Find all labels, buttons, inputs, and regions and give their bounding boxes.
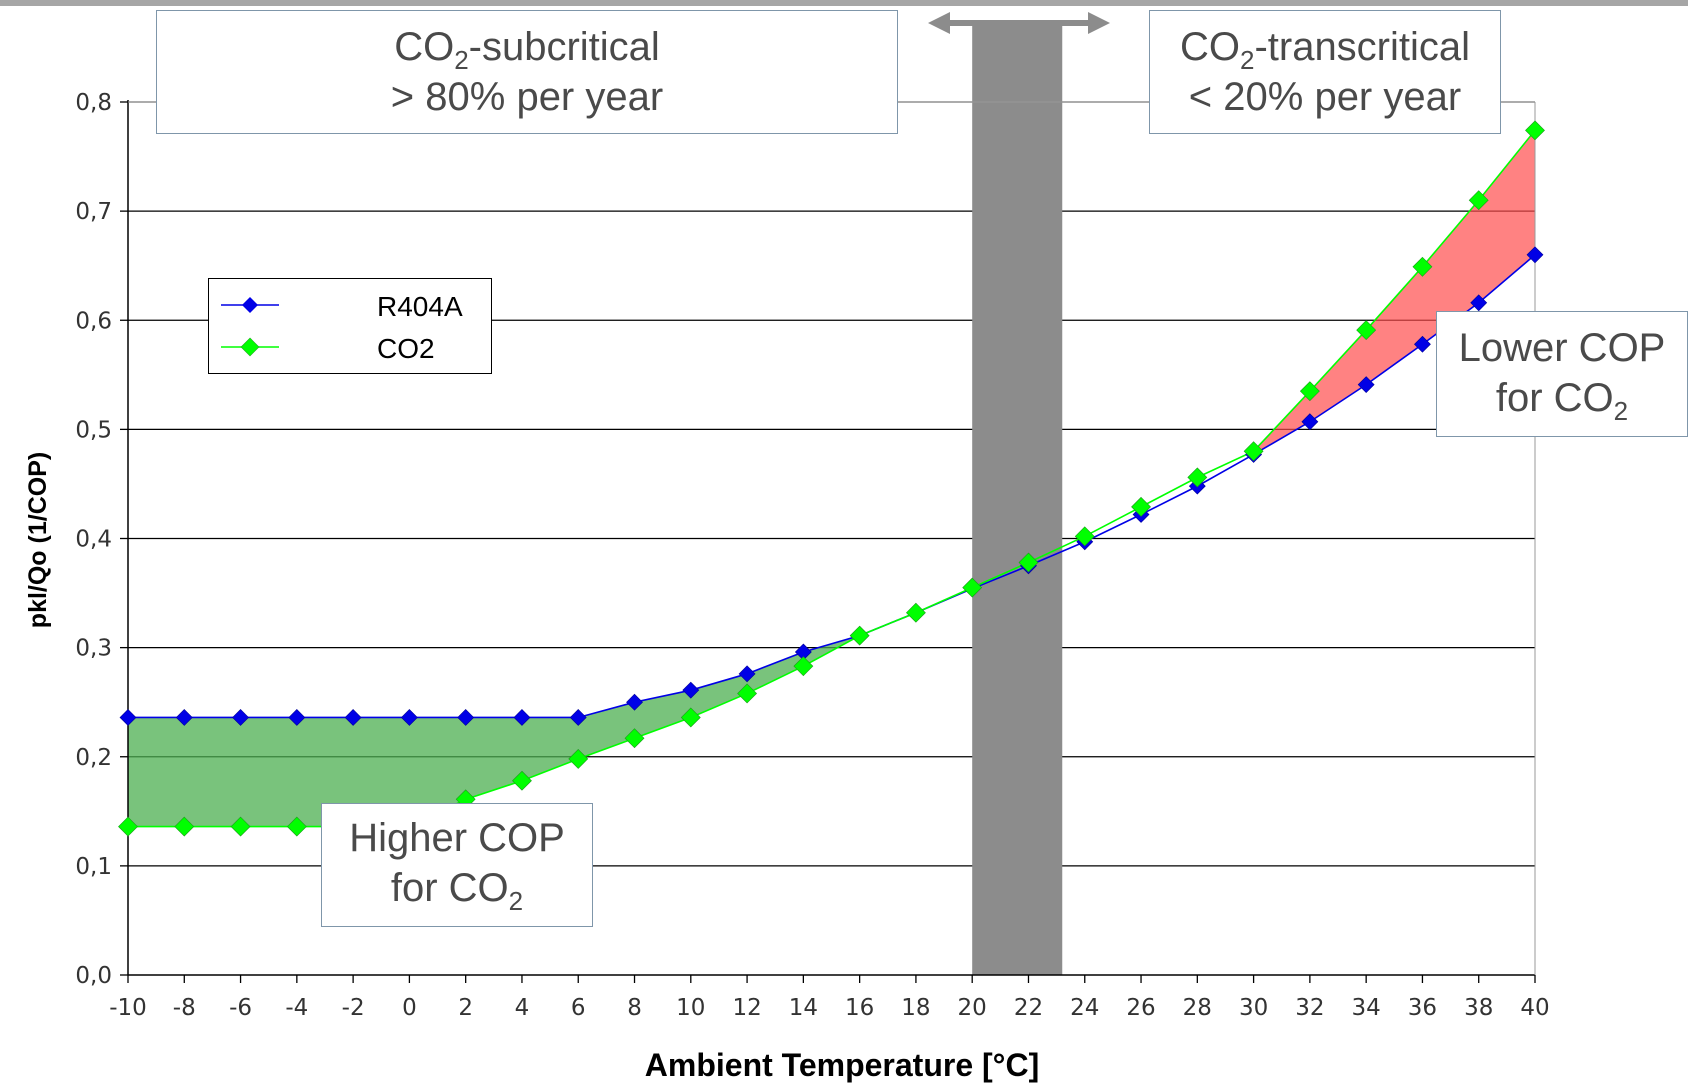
top-border — [0, 0, 1688, 6]
point-r404a-5 — [400, 709, 418, 726]
point-r404a-10 — [682, 681, 700, 699]
x-tick-label-6: 2 — [458, 995, 473, 1021]
y-tick-label-6: 0,6 — [75, 308, 112, 334]
annotation-subcritical: CO2-subcritical > 80% per year — [156, 10, 898, 134]
x-tick-label-20: 30 — [1239, 995, 1268, 1021]
x-tick-label-17: 24 — [1070, 995, 1099, 1021]
x-tick-label-12: 14 — [789, 995, 818, 1021]
point-co2-17 — [1074, 526, 1095, 547]
x-tick-label-8: 6 — [571, 995, 586, 1021]
legend-item-r404a: R404A — [209, 285, 491, 325]
point-co2-8 — [568, 749, 589, 769]
legend-symbol-r404a — [221, 297, 279, 313]
x-tick-label-19: 28 — [1183, 995, 1212, 1021]
point-co2-24 — [1468, 190, 1489, 211]
x-tick-label-24: 38 — [1464, 995, 1493, 1021]
point-r404a-23 — [1414, 335, 1431, 353]
x-tick-label-21: 32 — [1295, 995, 1324, 1021]
y-axis-label: pkl/Qo (1/COP) — [24, 452, 52, 628]
point-co2-20 — [1243, 441, 1264, 462]
x-axis-label: Ambient Temperature [°C] — [645, 1047, 1039, 1083]
x-tick-label-3: -4 — [285, 995, 308, 1021]
point-co2-1 — [174, 816, 195, 837]
point-r404a-0 — [119, 709, 137, 726]
point-co2-0 — [118, 816, 138, 837]
point-co2-15 — [962, 577, 983, 598]
x-tick-label-10: 10 — [676, 995, 705, 1021]
point-co2-22 — [1356, 320, 1377, 340]
x-tick-label-2: -6 — [229, 995, 252, 1021]
point-co2-23 — [1412, 256, 1433, 277]
y-tick-label-8: 0,8 — [75, 90, 112, 116]
x-tick-label-4: -2 — [342, 995, 365, 1021]
y-tick-label-0: 0,0 — [75, 963, 112, 989]
point-r404a-6 — [457, 709, 475, 726]
annotation-transcritical: CO2-transcritical < 20% per year — [1149, 10, 1501, 134]
point-co2-2 — [230, 816, 251, 837]
point-co2-21 — [1299, 381, 1320, 402]
x-tick-label-7: 4 — [515, 995, 530, 1021]
x-tick-label-9: 8 — [627, 995, 642, 1021]
y-tick-label-5: 0,5 — [75, 417, 112, 443]
shaded-temperature-band — [972, 22, 1063, 975]
legend: R404A CO2 — [208, 278, 492, 374]
arrow-head-right — [1088, 12, 1110, 34]
point-co2-18 — [1131, 496, 1151, 517]
point-r404a-21 — [1301, 413, 1319, 431]
y-tick-label-2: 0,2 — [75, 745, 112, 771]
point-r404a-7 — [513, 709, 531, 726]
point-r404a-4 — [344, 709, 362, 726]
y-tick-label-1: 0,1 — [75, 854, 112, 880]
x-tick-label-18: 26 — [1126, 995, 1155, 1021]
point-co2-12 — [793, 656, 814, 677]
arrow-head-left — [928, 12, 950, 34]
x-tick-label-16: 22 — [1014, 995, 1043, 1021]
point-co2-7 — [512, 770, 532, 791]
series-group — [118, 120, 1545, 837]
double-arrow-icon — [928, 12, 1110, 34]
x-tick-label-13: 16 — [845, 995, 874, 1021]
x-tick-label-1: -8 — [173, 995, 196, 1021]
point-co2-10 — [680, 707, 701, 728]
x-tick-label-25: 40 — [1520, 995, 1549, 1021]
legend-label-r404a: R404A — [377, 291, 463, 322]
x-tick-label-23: 36 — [1408, 995, 1437, 1021]
x-tick-label-22: 34 — [1352, 995, 1381, 1021]
point-co2-25 — [1525, 120, 1545, 141]
fill-higher-cop — [128, 635, 860, 827]
point-co2-3 — [286, 816, 307, 837]
difference-fills — [128, 130, 1535, 827]
x-tick-label-14: 18 — [901, 995, 930, 1021]
series-line-r404a — [128, 254, 1536, 719]
annotation-higher-cop: Higher COP for CO2 — [321, 803, 593, 927]
point-r404a-22 — [1357, 376, 1375, 394]
x-tick-label-5: 0 — [402, 995, 417, 1021]
point-co2-11 — [737, 683, 758, 704]
tick-labels: -10 -8 -6 -4 -2 0 2 4 6 8 10 12 14 16 18 20 22 24 26 28 30 32… — [75, 90, 1549, 1021]
point-r404a-8 — [569, 709, 587, 726]
point-co2-16 — [1018, 552, 1039, 573]
point-r404a-25 — [1526, 246, 1544, 264]
point-r404a-1 — [175, 709, 193, 726]
point-co2-19 — [1187, 467, 1208, 488]
point-co2-13 — [849, 625, 870, 646]
point-r404a-9 — [626, 693, 643, 711]
x-tick-label-15: 20 — [958, 995, 987, 1021]
y-tick-label-4: 0,4 — [75, 527, 112, 553]
y-tick-label-3: 0,3 — [75, 636, 112, 662]
point-r404a-24 — [1470, 294, 1488, 312]
point-co2-9 — [624, 728, 645, 749]
legend-symbol-co2 — [221, 337, 279, 357]
legend-label-co2: CO2 — [377, 333, 435, 364]
point-r404a-3 — [288, 709, 306, 726]
x-tick-label-0: -10 — [109, 995, 147, 1021]
y-tick-label-7: 0,7 — [75, 199, 112, 225]
point-r404a-11 — [738, 665, 756, 683]
x-tick-label-11: 12 — [732, 995, 761, 1021]
point-r404a-2 — [232, 709, 249, 726]
point-co2-14 — [905, 602, 926, 623]
annotation-lower-cop: Lower COP for CO2 — [1436, 311, 1688, 437]
legend-item-co2: CO2 — [209, 327, 491, 367]
